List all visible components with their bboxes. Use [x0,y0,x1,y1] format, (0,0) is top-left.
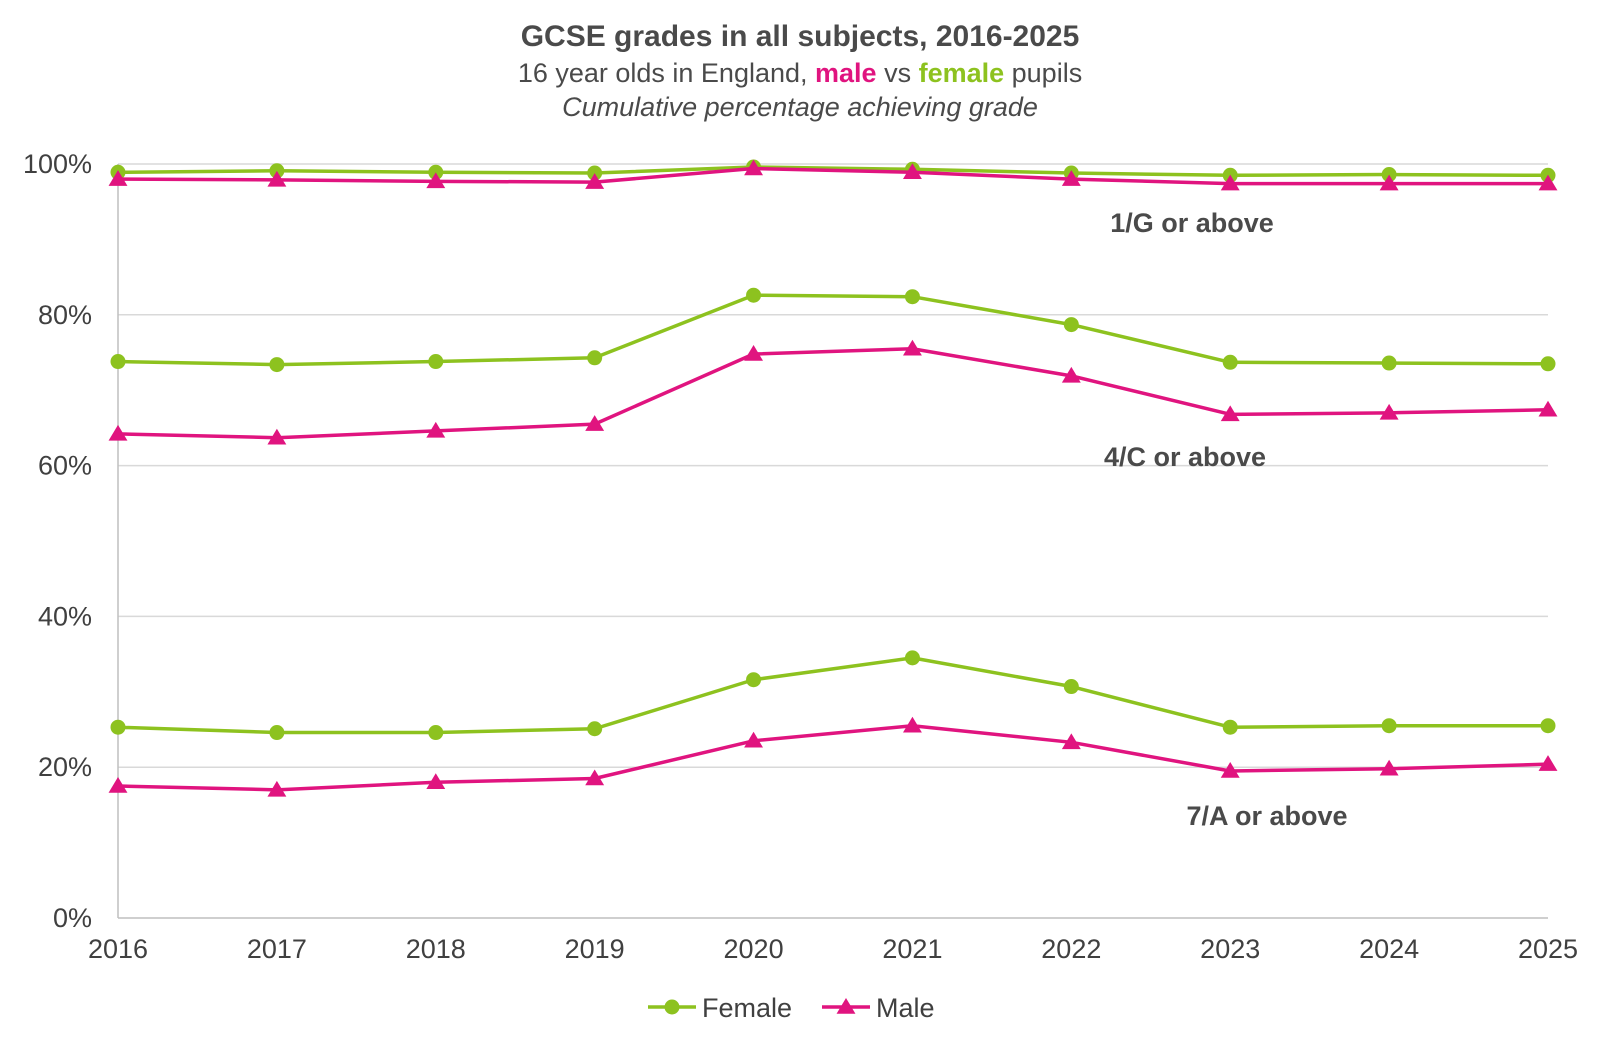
x-tick-label: 2018 [406,934,466,964]
chart-title: GCSE grades in all subjects, 2016-2025 [520,20,1080,53]
y-tick-label: 100% [23,149,92,179]
band-label: 7/A or above [1186,801,1347,831]
x-tick-label: 2021 [882,934,942,964]
x-tick-label: 2020 [724,934,784,964]
data-point-female [746,287,762,303]
data-point-male [426,172,446,189]
data-point-female [428,164,444,180]
legend-label: Female [702,993,792,1023]
band-1: 1/G or above [108,159,1558,238]
chart-note: Cumulative percentage achieving grade [562,92,1038,122]
data-point-male [585,173,605,189]
series-line-male [117,346,1549,440]
y-tick-label: 80% [38,300,92,330]
y-tick-label: 60% [38,451,92,481]
y-tick-label: 40% [38,601,92,631]
data-point-male [585,415,605,431]
x-tick-label: 2022 [1041,934,1101,964]
data-point-female [269,163,285,179]
data-point-male [426,773,446,790]
data-point-male [1379,759,1399,776]
legend-marker [836,998,856,1014]
data-point-female [1063,679,1079,695]
data-point-female [904,289,920,305]
data-point-male [267,428,287,445]
x-tick-label: 2025 [1518,934,1578,964]
subtitle-suffix: pupils [1004,58,1083,88]
data-point-male [108,777,128,793]
data-point-male [267,780,287,797]
data-point-male [1379,174,1399,191]
legend-item-female: Female [648,993,792,1023]
band-3: 7/A or above [108,650,1558,831]
data-point-male [1220,174,1240,191]
data-point-male [902,339,922,356]
data-point-male [1538,755,1558,771]
data-point-female [1540,356,1556,372]
x-tick-label: 2019 [565,934,625,964]
x-tick-label: 2016 [88,934,148,964]
data-point-male [1220,405,1240,422]
subtitle-male-word: male [815,58,877,88]
data-point-male [1538,400,1558,417]
series-line-female [117,165,1549,178]
data-point-male [1538,174,1558,191]
data-point-male [426,421,446,438]
band-label: 1/G or above [1110,208,1274,238]
data-point-female [1540,718,1556,734]
subtitle-female-word: female [918,58,1005,88]
legend-marker [664,999,680,1015]
band-label: 4/C or above [1104,442,1266,472]
data-point-female [269,725,285,741]
series-line-female [117,656,1548,735]
band-2: 4/C or above [108,287,1558,472]
data-point-female [428,354,444,370]
legend-item-male: Male [822,993,935,1023]
data-point-male [1061,170,1081,186]
chart-subtitle: 16 year olds in England, male vs female … [0,56,1600,90]
data-point-female [746,672,762,688]
data-point-female [1222,719,1238,735]
data-point-male [585,769,605,786]
data-point-female [428,725,444,741]
chart-titles: GCSE grades in all subjects, 2016-2025 1… [0,18,1600,124]
data-point-male [267,170,287,187]
data-point-female [1381,355,1397,371]
data-point-female [587,721,603,737]
data-point-female [110,354,126,370]
x-tick-label: 2017 [247,934,307,964]
data-point-male [902,716,922,733]
y-tick-label: 20% [38,752,92,782]
series-line-male [117,166,1548,186]
data-point-male [108,170,128,186]
data-point-male [902,163,922,180]
x-tick-label: 2024 [1359,934,1419,964]
data-point-male [744,345,764,361]
data-point-male [1379,403,1399,420]
y-tick-label: 0% [53,903,92,933]
data-point-female [269,357,285,373]
data-point-male [108,424,128,441]
data-point-female [587,165,603,181]
series-line-female [117,293,1549,367]
data-point-female [587,350,603,366]
data-point-female [1222,354,1238,370]
data-point-male [744,159,764,176]
data-point-female [1381,167,1397,183]
data-point-female [1381,718,1397,734]
data-point-male [744,731,764,748]
data-point-female [904,650,920,666]
legend-label: Male [876,993,935,1023]
data-point-female [110,719,126,735]
data-point-male [1220,761,1240,778]
data-point-male [1061,366,1081,383]
data-point-female [1063,317,1079,333]
series-line-male [117,723,1549,792]
x-tick-label: 2023 [1200,934,1260,964]
data-point-male [1061,733,1081,750]
subtitle-middle: vs [876,58,919,88]
subtitle-prefix: 16 year olds in England, [517,58,816,88]
